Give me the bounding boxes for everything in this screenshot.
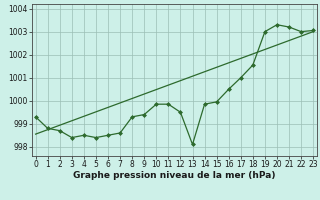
X-axis label: Graphe pression niveau de la mer (hPa): Graphe pression niveau de la mer (hPa) — [73, 171, 276, 180]
